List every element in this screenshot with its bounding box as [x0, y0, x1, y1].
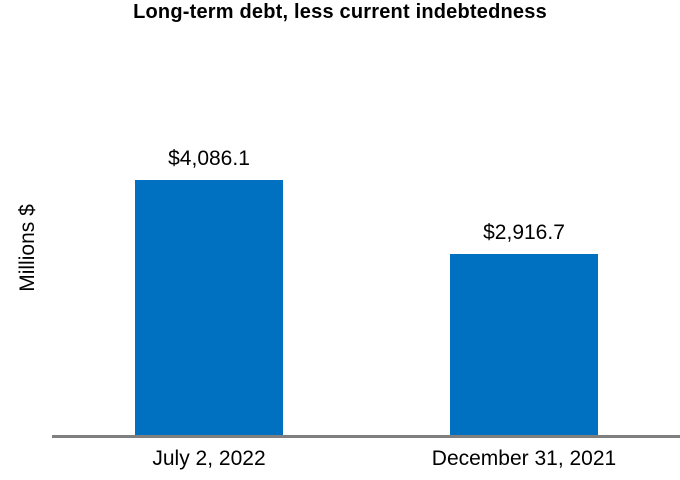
bar-group-december-31-2021: $2,916.7 [450, 221, 598, 437]
x-axis-tick-label: December 31, 2021 [431, 447, 617, 470]
bar-december-31-2021 [450, 254, 598, 437]
y-axis-label: Millions $ [16, 204, 39, 292]
bar-group-july-2-2022: $4,086.1 [135, 147, 283, 437]
data-label: $2,916.7 [483, 221, 565, 244]
x-axis-tick-label: July 2, 2022 [152, 447, 266, 470]
data-label: $4,086.1 [168, 147, 250, 170]
bar-july-2-2022 [135, 180, 283, 437]
chart-title: Long-term debt, less current indebtednes… [133, 1, 547, 23]
x-axis-line [52, 435, 680, 438]
